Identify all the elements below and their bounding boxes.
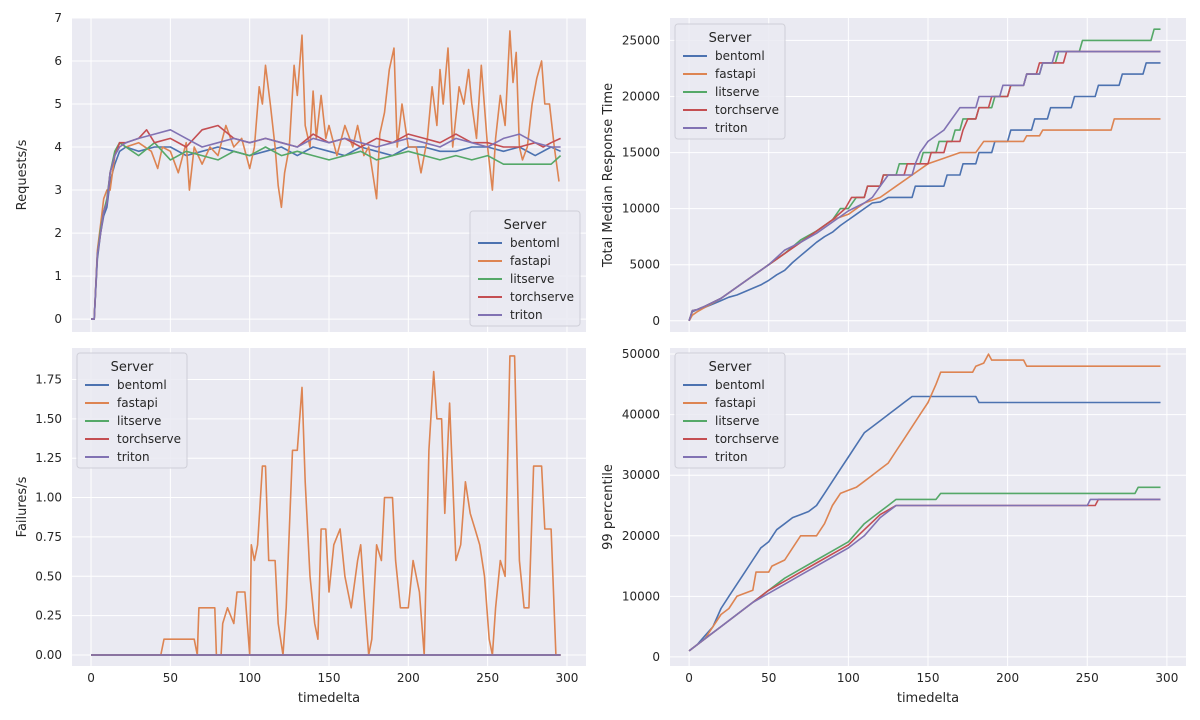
legend-entry-fastapi: fastapi xyxy=(510,254,551,268)
series-line-fastapi xyxy=(91,30,560,320)
series-line-fastapi xyxy=(91,355,561,656)
legend: Server bentoml fastapi litserve torchserve tr… xyxy=(674,23,786,140)
legend-entry-triton: triton xyxy=(117,450,150,464)
legend-entry-fastapi: fastapi xyxy=(715,67,756,81)
series-line-fastapi xyxy=(688,353,1161,652)
x-tick-label: 0 xyxy=(87,671,95,685)
y-tick-label: 1.50 xyxy=(35,412,62,426)
chart-panel-1: 0 1 2 3 4 5 6 7 Requests/s Server bentoml fastapi li… xyxy=(15,11,586,332)
legend-entry-torchserve: torchserve xyxy=(715,432,779,446)
legend-entry-fastapi: fastapi xyxy=(715,396,756,410)
legend-entry-bentoml: bentoml xyxy=(715,49,765,63)
y-tick-label: 0.00 xyxy=(35,648,62,662)
y-tick-label: 20000 xyxy=(622,529,660,543)
y-tick-label: 30000 xyxy=(622,468,660,482)
y-tick-label: 0.75 xyxy=(35,530,62,544)
y-axis-label: Total Median Response Time xyxy=(601,83,616,268)
x-tick-label: 50 xyxy=(761,671,776,685)
y-tick-label: 1 xyxy=(54,269,62,283)
y-tick-label: 2 xyxy=(54,226,62,240)
y-tick-label: 0.25 xyxy=(35,609,62,623)
y-tick-label: 1.25 xyxy=(35,451,62,465)
legend: Server bentoml fastapi litserve torchserve tr… xyxy=(674,352,786,469)
series-line-triton xyxy=(688,50,1161,322)
legend-entry-bentoml: bentoml xyxy=(510,236,560,250)
legend-title: Server xyxy=(111,360,154,375)
y-tick-label: 40000 xyxy=(622,408,660,422)
x-tick-label: 300 xyxy=(1155,671,1178,685)
y-tick-label: 25000 xyxy=(622,33,660,47)
y-tick-label: 0 xyxy=(652,314,660,328)
y-tick-label: 7 xyxy=(54,11,62,25)
legend-entry-litserve: litserve xyxy=(715,414,759,428)
x-tick-label: 150 xyxy=(318,671,341,685)
legend-entry-litserve: litserve xyxy=(510,272,554,286)
legend-entry-torchserve: torchserve xyxy=(510,290,574,304)
x-tick-label: 100 xyxy=(238,671,261,685)
y-tick-label: 6 xyxy=(54,54,62,68)
y-tick-label: 10000 xyxy=(622,202,660,216)
y-tick-label: 15000 xyxy=(622,146,660,160)
series-line-bentoml xyxy=(688,62,1161,322)
series-line-bentoml xyxy=(688,395,1161,652)
legend-entry-triton: triton xyxy=(510,308,543,322)
y-tick-label: 0 xyxy=(54,312,62,326)
legend-entry-bentoml: bentoml xyxy=(715,378,765,392)
y-tick-label: 20000 xyxy=(622,90,660,104)
legend-title: Server xyxy=(709,360,752,375)
series-line-triton xyxy=(688,498,1161,652)
y-tick-label: 4 xyxy=(54,140,62,154)
x-tick-label: 200 xyxy=(397,671,420,685)
y-tick-label: 0.50 xyxy=(35,569,62,583)
x-axis-label: timedelta xyxy=(897,691,959,706)
y-tick-label: 1.75 xyxy=(35,372,62,386)
y-tick-label: 0 xyxy=(652,650,660,664)
x-axis-label: timedelta xyxy=(298,691,360,706)
legend-entry-triton: triton xyxy=(715,450,748,464)
legend-entry-torchserve: torchserve xyxy=(117,432,181,446)
chart-panel-3: 0 50 100 150 200 250 300 0.00 0.25 0.50 0.75 1.00 1.… xyxy=(15,348,586,706)
y-tick-label: 5000 xyxy=(629,258,660,272)
y-axis-label: 99 percentile xyxy=(601,464,616,550)
x-tick-label: 300 xyxy=(556,671,579,685)
x-tick-label: 100 xyxy=(837,671,860,685)
series-line-triton xyxy=(91,129,561,320)
x-tick-label: 150 xyxy=(917,671,940,685)
chart-panel-4: 0 50 100 150 200 250 300 0 10000 20000 30000 40000 5… xyxy=(601,347,1186,706)
x-tick-label: 50 xyxy=(163,671,178,685)
y-tick-label: 1.00 xyxy=(35,491,62,505)
legend-entry-torchserve: torchserve xyxy=(715,103,779,117)
y-axis-label: Requests/s xyxy=(15,139,30,210)
x-tick-label: 0 xyxy=(685,671,693,685)
legend-title: Server xyxy=(504,218,547,233)
legend: Server bentoml fastapi litserve torchserve tr… xyxy=(469,210,581,327)
y-axis-label: Failures/s xyxy=(15,476,30,537)
legend-entry-litserve: litserve xyxy=(117,414,161,428)
x-tick-label: 250 xyxy=(476,671,499,685)
y-tick-label: 5 xyxy=(54,97,62,111)
x-tick-label: 200 xyxy=(996,671,1019,685)
x-tick-label: 250 xyxy=(1076,671,1099,685)
chart-panel-2: 0 5000 10000 15000 20000 25000 Total Median Re… xyxy=(601,18,1186,332)
legend-entry-litserve: litserve xyxy=(715,85,759,99)
y-tick-label: 50000 xyxy=(622,347,660,361)
y-tick-label: 3 xyxy=(54,183,62,197)
legend: Server bentoml fastapi litserve torchserve tr… xyxy=(76,352,188,469)
legend-entry-bentoml: bentoml xyxy=(117,378,167,392)
y-tick-label: 10000 xyxy=(622,589,660,603)
legend-entry-triton: triton xyxy=(715,121,748,135)
legend-title: Server xyxy=(709,31,752,46)
legend-entry-fastapi: fastapi xyxy=(117,396,158,410)
